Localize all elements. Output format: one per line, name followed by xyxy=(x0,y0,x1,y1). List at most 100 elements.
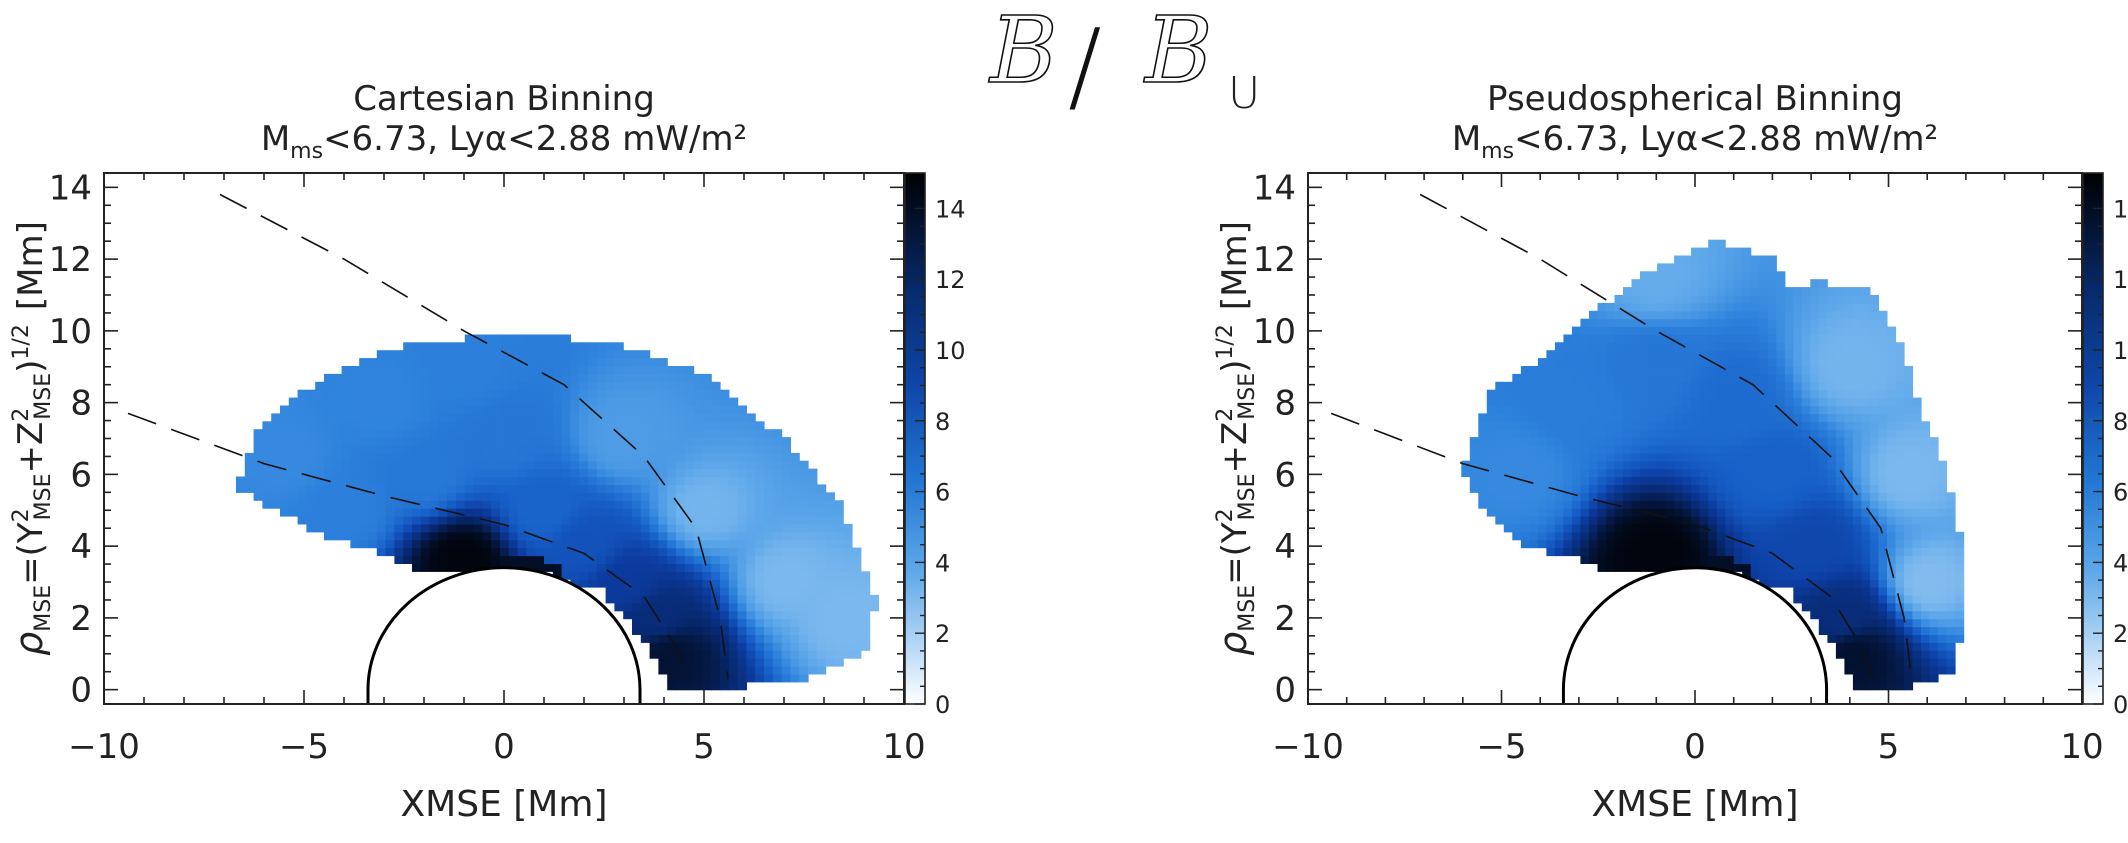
heatmap-cell xyxy=(1623,429,1633,438)
heatmap-cell xyxy=(1691,255,1701,264)
heatmap-cell xyxy=(1665,358,1675,367)
heatmap-cell xyxy=(1904,468,1914,478)
y-label-part: MSE xyxy=(1235,373,1260,420)
heatmap-cell xyxy=(1571,342,1581,351)
heatmap-cell xyxy=(464,405,475,414)
heatmap-cell xyxy=(1818,571,1828,580)
heatmap-cell xyxy=(1844,492,1854,501)
heatmap-cell xyxy=(376,389,387,399)
heatmap-cell xyxy=(464,547,475,557)
heatmap-cell xyxy=(1861,673,1871,683)
heatmap-cell xyxy=(720,445,730,454)
heatmap-cell xyxy=(1657,271,1667,280)
heatmap-cell xyxy=(412,523,422,533)
heatmap-cell xyxy=(324,452,334,462)
heatmap-cell xyxy=(772,587,783,596)
heatmap-cell xyxy=(1887,673,1897,683)
heatmap-cell xyxy=(825,516,835,525)
heatmap-cell xyxy=(1665,263,1675,272)
heatmap-cell xyxy=(1852,452,1862,462)
heatmap-cell xyxy=(508,460,519,470)
heatmap-cell xyxy=(482,405,492,414)
heatmap-cell xyxy=(1742,373,1752,383)
heatmap-cell xyxy=(1631,295,1641,304)
heatmap-cell xyxy=(1818,318,1828,328)
heatmap-cell xyxy=(552,563,563,572)
heatmap-cell xyxy=(1767,350,1777,359)
heatmap-cell xyxy=(1835,531,1845,541)
heatmap-cell xyxy=(1887,460,1897,470)
heatmap-cell xyxy=(614,594,624,604)
heatmap-cell xyxy=(1955,634,1965,643)
heatmap-cell xyxy=(1682,539,1692,549)
heatmap-cell xyxy=(1869,476,1879,485)
heatmap-cell xyxy=(1835,587,1845,596)
heatmap-cell xyxy=(1733,547,1743,557)
heatmap-cell xyxy=(1767,563,1777,572)
heatmap-cell xyxy=(1665,421,1675,430)
heatmap-cell xyxy=(1520,421,1530,430)
heatmap-cell xyxy=(1691,500,1701,509)
heatmap-cell xyxy=(1495,421,1505,430)
heatmap-cell xyxy=(1852,571,1862,580)
heatmap-cell xyxy=(1716,413,1726,422)
heatmap-cell xyxy=(1580,421,1590,430)
y-label-part: MSE xyxy=(31,585,56,632)
heatmap-cell xyxy=(1674,476,1684,485)
heatmap-cell xyxy=(438,452,448,462)
heatmap-cell xyxy=(1589,523,1599,533)
heatmap-cell xyxy=(1929,666,1939,675)
heatmap-cell xyxy=(1571,421,1581,430)
heatmap-cell xyxy=(1750,358,1760,367)
heatmap-cell xyxy=(1895,563,1905,572)
heatmap-cell xyxy=(649,523,659,533)
heatmap-cell xyxy=(1852,634,1862,643)
heatmap-cell xyxy=(1742,531,1752,541)
heatmap-cell xyxy=(632,500,642,509)
heatmap-cell xyxy=(280,452,290,462)
heatmap-cell xyxy=(640,571,651,580)
heatmap-cell xyxy=(1614,405,1624,414)
heatmap-cell xyxy=(385,492,395,501)
heatmap-cell xyxy=(1606,452,1616,462)
heatmap-cell xyxy=(816,658,827,667)
heatmap-cell xyxy=(1801,373,1811,383)
heatmap-cell xyxy=(1801,326,1811,336)
heatmap-cell xyxy=(1546,397,1556,407)
heatmap-cell xyxy=(1606,302,1616,312)
heatmap-cell xyxy=(1486,476,1496,485)
heatmap-cell xyxy=(614,366,624,375)
heatmap-cell xyxy=(614,381,624,391)
heatmap-cell xyxy=(1512,381,1522,391)
heatmap-cell xyxy=(1810,476,1820,485)
y-label-part: ) xyxy=(11,360,51,373)
heatmap-cell xyxy=(359,452,369,462)
heatmap-cell xyxy=(412,555,422,564)
heatmap-cell xyxy=(746,452,756,462)
heatmap-cell xyxy=(420,429,431,438)
heatmap-cell xyxy=(385,484,395,493)
heatmap-cell xyxy=(825,571,835,580)
heatmap-cell xyxy=(623,350,633,359)
heatmap-cell xyxy=(359,413,369,422)
heatmap-cell xyxy=(1759,397,1769,407)
heatmap-cell xyxy=(544,523,554,533)
heatmap-cell xyxy=(1818,594,1828,604)
heatmap-cell xyxy=(315,460,325,470)
heatmap-cell xyxy=(1614,397,1624,407)
heatmap-cell xyxy=(702,555,712,564)
heatmap-cell xyxy=(781,658,791,667)
heatmap-cell xyxy=(1631,437,1641,446)
heatmap-cell xyxy=(341,429,351,438)
heatmap-cell xyxy=(755,484,765,493)
heatmap-cell xyxy=(1750,287,1760,296)
heatmap-cell xyxy=(772,579,783,588)
heatmap-cell xyxy=(350,366,360,375)
heatmap-cell xyxy=(1648,460,1658,470)
heatmap-cell xyxy=(1606,460,1616,470)
heatmap-cell xyxy=(1929,587,1939,596)
heatmap-cell xyxy=(1759,318,1769,328)
heatmap-cell xyxy=(1852,429,1862,438)
heatmap-cell xyxy=(1682,271,1692,280)
heatmap-cell xyxy=(737,421,747,430)
